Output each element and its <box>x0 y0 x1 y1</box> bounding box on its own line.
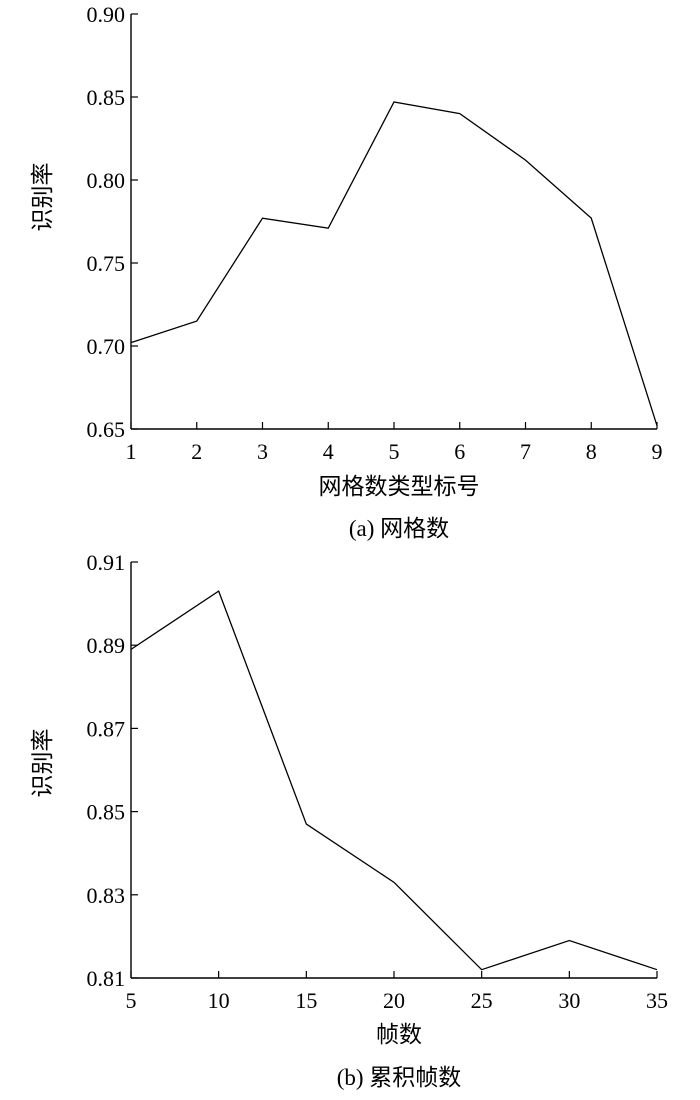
y-tick-label: 0.80 <box>87 168 126 193</box>
x-tick-label: 35 <box>646 988 668 1013</box>
y-tick-label: 0.75 <box>87 251 126 276</box>
y-tick-label: 0.83 <box>87 883 126 908</box>
x-tick-label: 30 <box>558 988 580 1013</box>
x-tick-label: 15 <box>295 988 317 1013</box>
y-tick-label: 0.90 <box>87 2 126 27</box>
x-tick-label: 4 <box>323 439 334 464</box>
x-tick-label: 6 <box>454 439 465 464</box>
x-tick-label: 20 <box>383 988 405 1013</box>
series-line <box>130 590 658 971</box>
y-tick-label: 0.85 <box>87 85 126 110</box>
x-tick-label: 9 <box>652 439 663 464</box>
chart-accumulated-frames: 0.81 0.83 0.85 0.87 0.89 0.91 5 10 15 20 25 30 35 识别率… <box>30 550 668 1090</box>
y-tick-label: 0.87 <box>87 716 126 741</box>
y-tick-label: 0.81 <box>87 966 126 991</box>
y-tick-label: 0.70 <box>87 334 126 359</box>
x-tick-label: 3 <box>257 439 268 464</box>
chart-grid-count: 0.65 0.70 0.75 0.80 0.85 0.90 1 2 3 4 5 6 7 8 9 识别率网格数类… <box>30 2 663 541</box>
chart-caption: (a) 网格数 <box>349 516 449 541</box>
y-tick-label: 0.89 <box>87 633 126 658</box>
x-tick-label: 25 <box>471 988 493 1013</box>
x-tick-label: 1 <box>126 439 137 464</box>
y-axis-title: 识别率 <box>30 729 55 798</box>
y-axis-title: 识别率 <box>30 163 55 232</box>
x-tick-label: 2 <box>191 439 202 464</box>
y-tick-label: 0.91 <box>87 550 126 575</box>
x-tick-label: 8 <box>586 439 597 464</box>
x-tick-label: 5 <box>389 439 400 464</box>
x-tick-label: 5 <box>126 988 137 1013</box>
chart-caption: (b) 累积帧数 <box>337 1065 462 1090</box>
x-tick-label: 10 <box>208 988 230 1013</box>
x-tick-label: 7 <box>520 439 531 464</box>
x-axis-title: 帧数 <box>376 1022 422 1047</box>
x-axis-title: 网格数类型标号 <box>319 474 480 499</box>
y-tick-label: 0.65 <box>87 417 126 442</box>
y-tick-label: 0.85 <box>87 800 126 825</box>
series-line <box>130 101 658 426</box>
